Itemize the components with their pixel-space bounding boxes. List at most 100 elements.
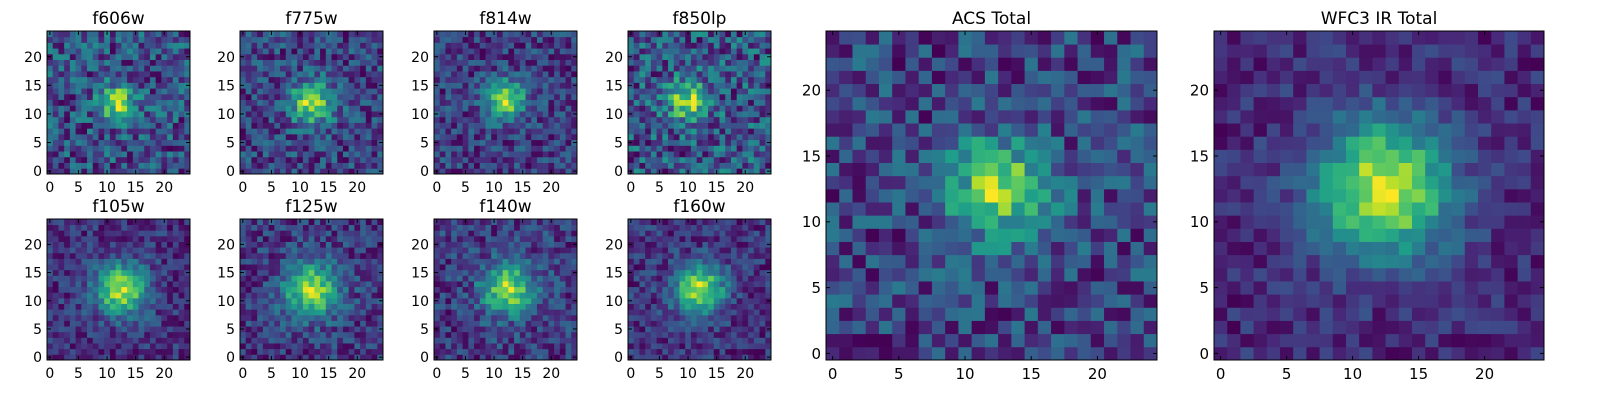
heatmap-cell bbox=[765, 116, 772, 123]
heatmap-cell bbox=[87, 230, 94, 237]
heatmap-cell bbox=[138, 71, 145, 78]
heatmap-cell bbox=[508, 168, 515, 175]
heatmap-cell bbox=[161, 331, 168, 338]
heatmap-cell bbox=[92, 348, 99, 355]
heatmap-cell bbox=[245, 343, 252, 350]
heatmap-cell bbox=[348, 162, 355, 169]
heatmap-cell bbox=[548, 145, 555, 152]
heatmap-cell bbox=[462, 348, 469, 355]
heatmap-cell bbox=[502, 156, 509, 163]
heatmap-cell bbox=[565, 281, 572, 288]
heatmap-cell bbox=[434, 309, 441, 316]
heatmap-cell bbox=[685, 162, 692, 169]
heatmap-cell bbox=[702, 156, 709, 163]
heatmap-cell bbox=[262, 286, 269, 293]
heatmap-cell bbox=[155, 59, 162, 66]
heatmap-cell bbox=[696, 99, 703, 106]
heatmap-cell bbox=[525, 230, 532, 237]
heatmap-cell bbox=[559, 88, 566, 95]
heatmap-cell bbox=[178, 337, 185, 344]
heatmap-cell bbox=[52, 326, 59, 333]
x-tick-label: 20 bbox=[542, 180, 560, 196]
heatmap-cell bbox=[47, 133, 54, 141]
heatmap-cell bbox=[331, 162, 338, 169]
heatmap-cell bbox=[753, 53, 760, 60]
heatmap-cell bbox=[69, 168, 76, 175]
heatmap-cell bbox=[565, 48, 572, 55]
heatmap-cell bbox=[730, 156, 738, 163]
heatmap-cell bbox=[531, 241, 538, 248]
heatmap-cell bbox=[451, 292, 458, 299]
heatmap-cell bbox=[92, 252, 99, 259]
heatmap-cell bbox=[668, 303, 675, 310]
heatmap-cell bbox=[337, 235, 344, 242]
heatmap-cell bbox=[708, 133, 715, 141]
heatmap-cell bbox=[184, 348, 191, 355]
heatmap-cell bbox=[280, 48, 287, 55]
heatmap-cell bbox=[58, 111, 65, 118]
heatmap-cell bbox=[98, 128, 105, 135]
heatmap-cell bbox=[285, 258, 292, 265]
heatmap-cell bbox=[736, 354, 743, 361]
heatmap-cell bbox=[115, 65, 122, 72]
heatmap-cell bbox=[491, 76, 498, 83]
heatmap-cell bbox=[377, 36, 384, 43]
heatmap-cell bbox=[178, 133, 185, 141]
heatmap-cell bbox=[360, 224, 367, 231]
heatmap-cell bbox=[451, 156, 458, 163]
heatmap-cell bbox=[268, 116, 275, 123]
heatmap-cell bbox=[115, 99, 122, 106]
heatmap-cell bbox=[565, 224, 572, 231]
heatmap-cell bbox=[548, 331, 555, 338]
heatmap-cell bbox=[662, 82, 669, 89]
heatmap-cell bbox=[167, 156, 174, 163]
heatmap-cell bbox=[508, 247, 515, 254]
heatmap-cell bbox=[172, 320, 179, 327]
heatmap-cell bbox=[554, 31, 561, 38]
heatmap-cell bbox=[104, 314, 111, 321]
heatmap-cell bbox=[331, 133, 338, 141]
heatmap-cell bbox=[548, 258, 555, 265]
heatmap-cell bbox=[69, 275, 76, 282]
heatmap-cell bbox=[742, 348, 749, 355]
heatmap-cell bbox=[325, 326, 332, 333]
heatmap-cell bbox=[439, 320, 446, 327]
heatmap-cell bbox=[668, 156, 675, 163]
heatmap-cell bbox=[371, 71, 378, 78]
heatmap-cell bbox=[184, 162, 191, 169]
heatmap-cell bbox=[559, 252, 566, 259]
heatmap-cell bbox=[519, 309, 526, 316]
heatmap-cell bbox=[542, 105, 549, 112]
heatmap-cell bbox=[337, 303, 344, 310]
heatmap-cell bbox=[468, 343, 475, 350]
heatmap-cell bbox=[240, 105, 247, 112]
heatmap-cell bbox=[668, 269, 675, 276]
heatmap-cell bbox=[702, 59, 709, 66]
heatmap-cell bbox=[354, 348, 361, 355]
heatmap-cell bbox=[115, 264, 122, 271]
heatmap-cell bbox=[759, 286, 766, 293]
heatmap-cell bbox=[690, 320, 698, 327]
heatmap-cell bbox=[75, 235, 82, 242]
heatmap-cell bbox=[377, 247, 384, 254]
heatmap-cell bbox=[155, 116, 162, 123]
heatmap-cell bbox=[730, 297, 738, 304]
heatmap-cell bbox=[144, 139, 151, 146]
heatmap-cell bbox=[161, 309, 168, 316]
heatmap-cell bbox=[337, 297, 344, 304]
heatmap-cell bbox=[548, 111, 555, 118]
heatmap-cell bbox=[554, 343, 561, 350]
heatmap-cell bbox=[285, 59, 292, 66]
heatmap-cell bbox=[668, 348, 675, 355]
heatmap-cell bbox=[280, 105, 287, 112]
heatmap-cell bbox=[280, 241, 287, 248]
heatmap-cell bbox=[765, 133, 772, 141]
heatmap-cell bbox=[285, 151, 292, 158]
heatmap-cell bbox=[765, 145, 772, 152]
heatmap-cell bbox=[81, 76, 88, 83]
heatmap-cell bbox=[69, 128, 76, 135]
heatmap-cell bbox=[297, 116, 304, 123]
heatmap-cell bbox=[536, 252, 544, 259]
heatmap-cell bbox=[240, 128, 247, 135]
heatmap-cell bbox=[628, 133, 635, 141]
